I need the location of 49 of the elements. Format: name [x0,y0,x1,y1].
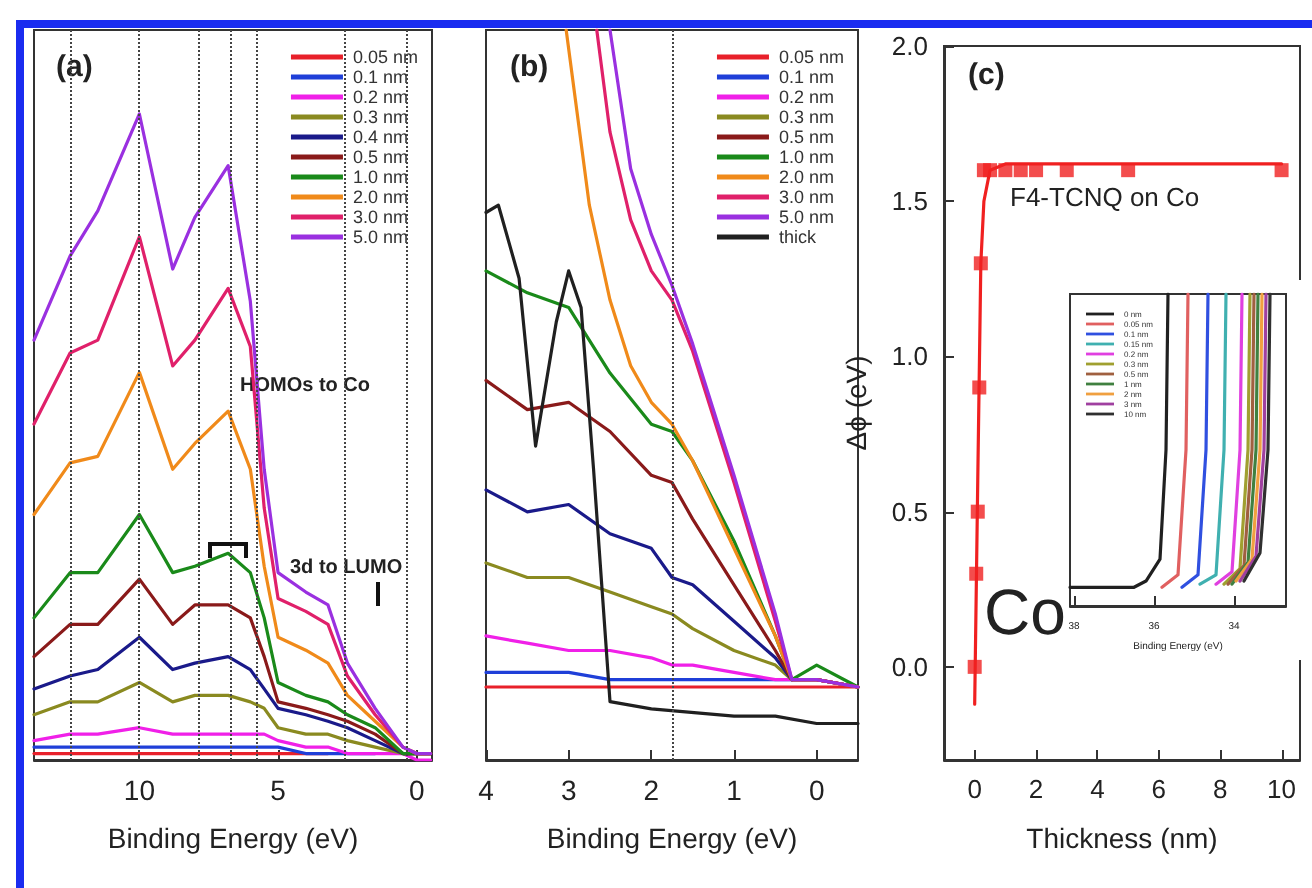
y-tick-label: 1.5 [891,186,928,217]
x-tick-label: 0 [408,774,425,806]
annotation: 3d to LUMO [290,557,403,579]
legend-label: 5.0 nm [778,207,834,227]
legend-label: 0.05 nm [352,47,419,67]
legend-label: 2.0 nm [778,167,834,187]
legend-label: 2.0 nm [352,187,408,207]
x-tick-label: 2 [1028,774,1044,804]
legend-label: 0.5 nm [778,127,834,147]
x-tick-label: 2 [643,774,660,806]
x-tick-label: 1 [726,774,743,806]
annotation: (b) [510,50,549,84]
x-tick-label: 0 [808,774,825,806]
legend-label: 0.1 nm [778,67,834,87]
annotation: (c) [968,58,1005,92]
legend-label: 0.5 nm [352,147,408,167]
legend-label: 0.3 nm [352,107,408,127]
legend-label: 3.0 nm [352,207,408,227]
y-tick-label: 0.5 [891,496,928,527]
legend-label: 1.0 nm [778,147,834,167]
x-tick-label: 4 [478,774,495,806]
y-tick-label: 1.0 [891,341,928,372]
x-tick-label: 0 [967,774,982,804]
legend-label: 0.2 nm [778,87,834,107]
x-tick-label: 3 [560,774,577,806]
x-axis-title: Binding Energy (eV) [107,822,359,854]
annotation: F4-TCNQ on Co [1010,182,1200,212]
legend-label: 3.0 nm [778,187,834,207]
legend-label: 5.0 nm [352,227,408,247]
x-tick-label: 10 [123,774,156,806]
x-tick-label: 6 [1151,774,1167,804]
legend-label: 0.1 nm [352,67,408,87]
legend-label: 0.4 nm [352,127,408,147]
x-tick-label: 4 [1090,774,1105,804]
text: (a) [56,50,93,84]
y-tick-label: 2.0 [891,31,928,61]
y-axis-title: Δϕ (eV) [840,355,873,451]
x-axis-title: Binding Energy (eV) [546,822,798,854]
x-axis-title: Thickness (nm) [1026,822,1218,854]
legend-label: 0.2 nm [352,87,408,107]
x-tick-label: 8 [1212,774,1228,804]
legend-label: thick [778,227,817,247]
y-tick-label: 0.0 [891,651,928,682]
legend-label: 0.05 nm [778,47,845,67]
x-tick-label: 5 [270,774,287,806]
annotation: Co [984,576,1066,648]
legend-label: 1.0 nm [352,167,408,187]
x-tick-label: 10 [1267,774,1297,804]
legend-label: 0.3 nm [778,107,834,127]
